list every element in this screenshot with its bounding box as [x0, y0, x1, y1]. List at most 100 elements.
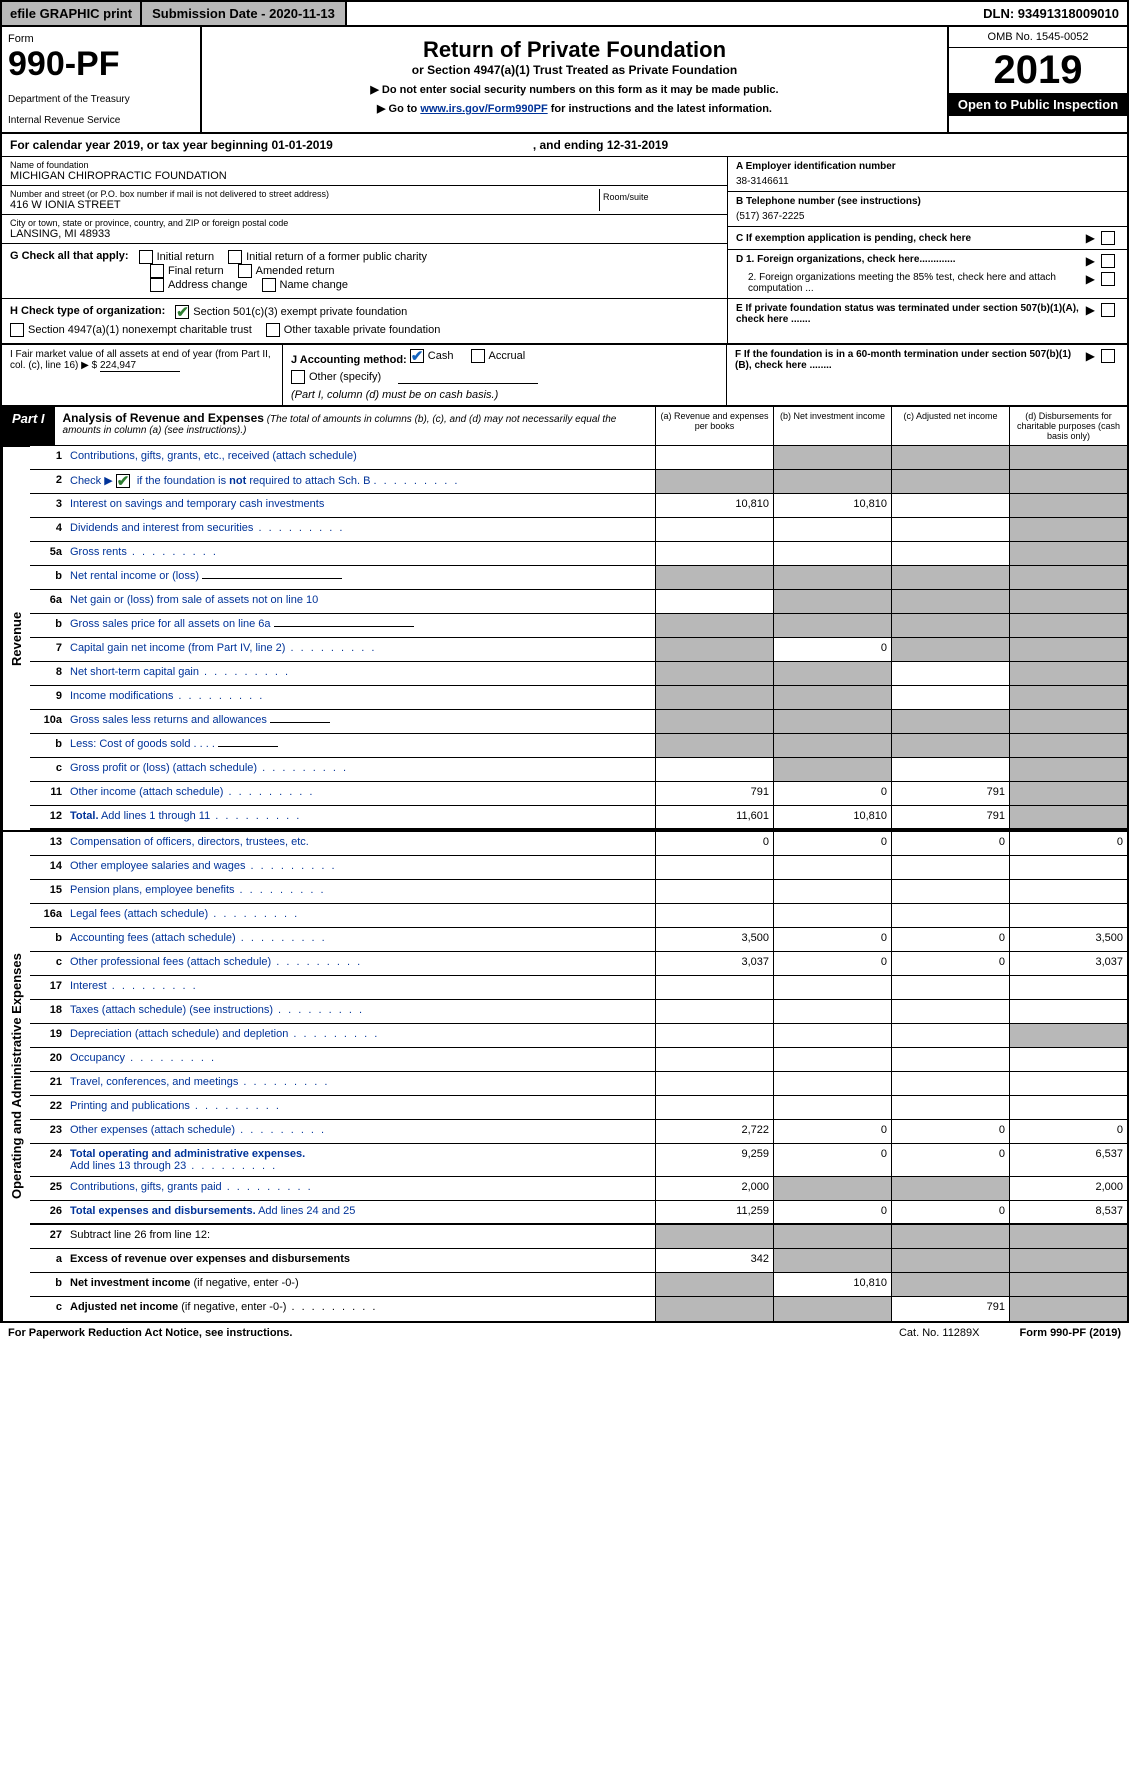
ld: Income modifications — [66, 686, 655, 709]
c-a — [655, 446, 773, 469]
c-c: 791 — [891, 1297, 1009, 1321]
ld: Occupancy — [66, 1048, 655, 1071]
c-a: 2,722 — [655, 1120, 773, 1143]
c-c — [891, 566, 1009, 589]
ln: 25 — [30, 1177, 66, 1200]
c-a: 3,037 — [655, 952, 773, 975]
c-c — [891, 976, 1009, 999]
ln: 8 — [30, 662, 66, 685]
c-b — [773, 470, 891, 493]
irs-link[interactable]: www.irs.gov/Form990PF — [420, 103, 547, 115]
checkbox-f[interactable] — [1101, 349, 1115, 363]
ld: Net investment income (if negative, ente… — [66, 1273, 655, 1296]
checkbox-cash[interactable] — [410, 349, 424, 363]
checkbox-sch-b[interactable] — [116, 474, 130, 488]
checkbox-501c3[interactable] — [175, 305, 189, 319]
arrow-icon: ▶ — [1086, 272, 1095, 294]
submission-date: Submission Date - 2020-11-13 — [142, 2, 347, 25]
c-a — [655, 470, 773, 493]
checkbox-other-method[interactable] — [291, 370, 305, 384]
c-c — [891, 1249, 1009, 1272]
c-a — [655, 686, 773, 709]
irs: Internal Revenue Service — [8, 115, 194, 126]
checkbox-e[interactable] — [1101, 303, 1115, 317]
ln: 3 — [30, 494, 66, 517]
c-c — [891, 734, 1009, 757]
checkbox-initial-former[interactable] — [228, 250, 242, 264]
ld: Legal fees (attach schedule) — [66, 904, 655, 927]
c-d — [1009, 1024, 1127, 1047]
ij-row: I Fair market value of all assets at end… — [0, 345, 1129, 407]
checkbox-accrual[interactable] — [471, 349, 485, 363]
arrow-icon: ▶ — [1086, 349, 1095, 401]
c-a: 11,601 — [655, 806, 773, 828]
checkbox-name-change[interactable] — [262, 278, 276, 292]
c-a — [655, 1225, 773, 1248]
ld: Accounting fees (attach schedule) — [66, 928, 655, 951]
ln: 26 — [30, 1201, 66, 1223]
col-b: (b) Net investment income — [773, 407, 891, 445]
tax-year: 2019 — [949, 48, 1127, 93]
h-lead: H Check type of organization: — [10, 305, 165, 319]
c-label: C If exemption application is pending, c… — [736, 233, 1086, 244]
c-c: 0 — [891, 928, 1009, 951]
city: LANSING, MI 48933 — [10, 228, 719, 240]
c-d — [1009, 758, 1127, 781]
c-b — [773, 1048, 891, 1071]
c-b — [773, 446, 891, 469]
c-c — [891, 1072, 1009, 1095]
c-c: 791 — [891, 806, 1009, 828]
checkbox-c[interactable] — [1101, 231, 1115, 245]
c-d — [1009, 566, 1127, 589]
ln: 21 — [30, 1072, 66, 1095]
c-b — [773, 614, 891, 637]
c-c — [891, 904, 1009, 927]
ln: 9 — [30, 686, 66, 709]
c-d — [1009, 1072, 1127, 1095]
c-a — [655, 638, 773, 661]
ln: c — [30, 758, 66, 781]
c-d — [1009, 734, 1127, 757]
ld: Printing and publications — [66, 1096, 655, 1119]
addr-label: Number and street (or P.O. box number if… — [10, 189, 599, 199]
c-a — [655, 1000, 773, 1023]
checkbox-final[interactable] — [150, 264, 164, 278]
ln: 1 — [30, 446, 66, 469]
c-a: 10,810 — [655, 494, 773, 517]
ld: Gross profit or (loss) (attach schedule) — [66, 758, 655, 781]
checkbox-amended[interactable] — [238, 264, 252, 278]
d1-label: D 1. Foreign organizations, check here..… — [736, 254, 1086, 268]
col-c: (c) Adjusted net income — [891, 407, 1009, 445]
ln: 10a — [30, 710, 66, 733]
c-d — [1009, 518, 1127, 541]
identity-block: Name of foundation MICHIGAN CHIROPRACTIC… — [0, 157, 1129, 345]
c-b — [773, 590, 891, 613]
c-c — [891, 590, 1009, 613]
c-c — [891, 446, 1009, 469]
checkbox-4947[interactable] — [10, 323, 24, 337]
f-label: F If the foundation is in a 60-month ter… — [735, 349, 1086, 401]
c-d — [1009, 1297, 1127, 1321]
phone-label: B Telephone number (see instructions) — [736, 196, 1119, 207]
ln: b — [30, 734, 66, 757]
c-d — [1009, 880, 1127, 903]
checkbox-d1[interactable] — [1101, 254, 1115, 268]
c-a — [655, 518, 773, 541]
g-opt-3: Amended return — [256, 265, 335, 277]
address: 416 W IONIA STREET — [10, 199, 599, 211]
checkbox-address[interactable] — [150, 278, 164, 292]
h-row: H Check type of organization: Section 50… — [2, 299, 727, 343]
checkbox-d2[interactable] — [1101, 272, 1115, 286]
c-c — [891, 470, 1009, 493]
checkbox-other-tax[interactable] — [266, 323, 280, 337]
efile-label[interactable]: efile GRAPHIC print — [2, 2, 142, 25]
c-a — [655, 976, 773, 999]
ld: Interest on savings and temporary cash i… — [66, 494, 655, 517]
c-b: 10,810 — [773, 1273, 891, 1296]
checkbox-initial[interactable] — [139, 250, 153, 264]
ld: Excess of revenue over expenses and disb… — [66, 1249, 655, 1272]
ln: 27 — [30, 1225, 66, 1248]
c-a — [655, 1024, 773, 1047]
h-opt1: Section 501(c)(3) exempt private foundat… — [193, 306, 407, 318]
form-subtitle: or Section 4947(a)(1) Trust Treated as P… — [208, 63, 941, 77]
